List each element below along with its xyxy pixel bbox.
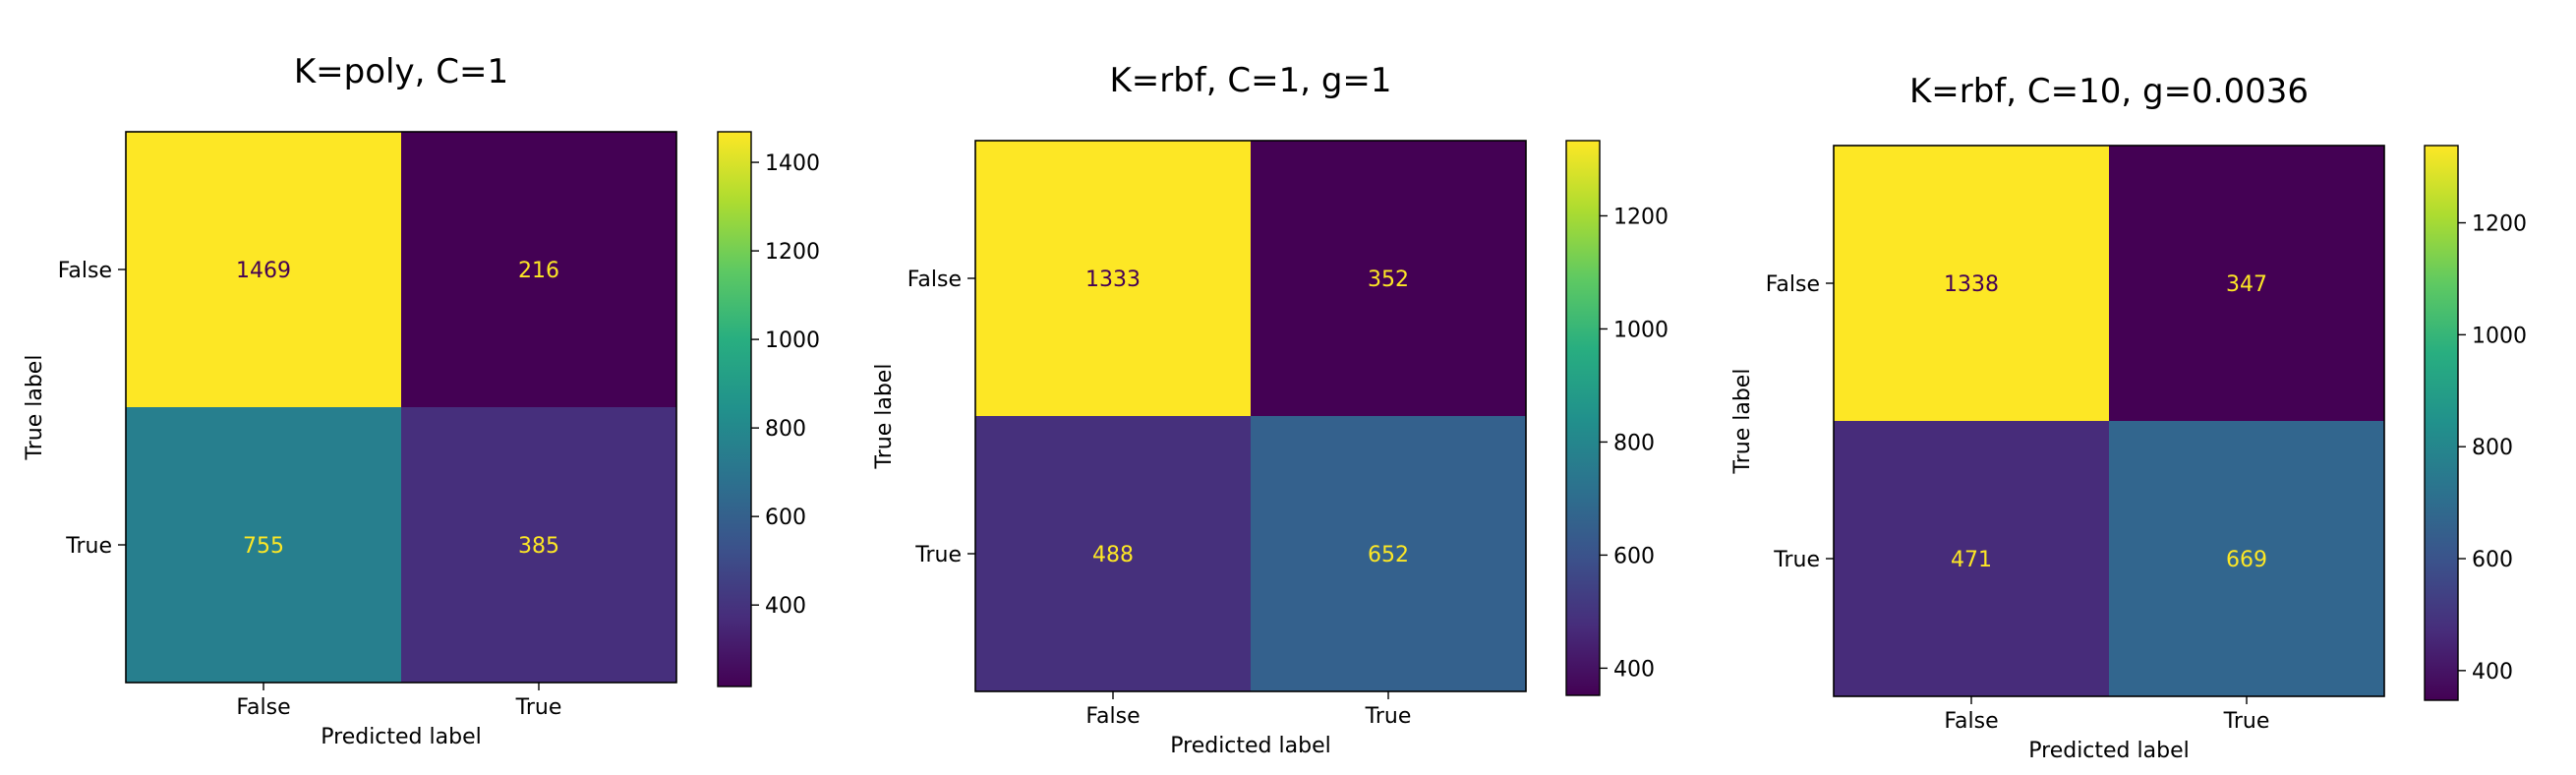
- colorbar-tick-label: 1000: [1613, 318, 1669, 342]
- x-tick-label: False: [1085, 704, 1140, 729]
- heatmap-cell: [401, 132, 676, 407]
- colorbar-tick-label: 1200: [765, 240, 820, 265]
- heatmap-cell: [2109, 146, 2384, 421]
- heatmap-cell: [1251, 141, 1526, 416]
- colorbar: 400 600 800 1000 1200 1400: [717, 131, 820, 687]
- x-axis-label: Predicted label: [321, 725, 481, 749]
- y-axis-label: True label: [1730, 369, 1755, 475]
- colorbar-tick-label: 600: [765, 506, 806, 530]
- y-axis-label: True label: [23, 355, 47, 461]
- colorbar-tick-label: 600: [2472, 548, 2513, 572]
- colorbar-tick-label: 400: [2472, 660, 2513, 685]
- axes-frame: [1833, 145, 2385, 697]
- cell-value-label: 755: [243, 534, 284, 559]
- x-axis-label: Predicted label: [1170, 734, 1330, 758]
- colorbar-gradient: [1565, 140, 1601, 696]
- colorbar-tick-label: 400: [1613, 657, 1655, 682]
- cell-value-label: 471: [1951, 548, 1992, 572]
- heatmap-cell: [1834, 421, 2109, 696]
- colorbar-tick-label: 800: [1613, 431, 1655, 455]
- heatmap-cell: [1834, 146, 2109, 421]
- cell-value-label: 1469: [236, 259, 291, 283]
- chart-title: K=rbf, C=1, g=1: [1109, 61, 1391, 100]
- colorbar-tick-label: 1200: [1613, 205, 1669, 229]
- colorbar: 400 600 800 1000 1200: [1565, 140, 1669, 696]
- colorbar-tick-label: 600: [1613, 544, 1655, 568]
- confusion-matrix-panel-1: K=poly, C=1 1469 216 755 385 False True False Tr…: [23, 52, 820, 749]
- cell-value-label: 652: [1368, 543, 1409, 567]
- y-tick-label: False: [1766, 272, 1820, 297]
- colorbar-gradient: [2424, 145, 2459, 701]
- y-axis-label: True label: [872, 364, 897, 470]
- colorbar-tick-label: 1000: [2472, 324, 2527, 348]
- heatmap-cell: [975, 416, 1251, 691]
- y-tick-label: True: [65, 534, 112, 559]
- colorbar-tick-label: 800: [765, 417, 806, 442]
- confusion-matrix-panel-2: K=rbf, C=1, g=1 1333 352 488 652 False True Fal…: [872, 61, 1669, 758]
- heatmap-cell: [126, 407, 401, 683]
- x-tick-label: True: [2223, 709, 2270, 734]
- colorbar-tick-label: 1200: [2472, 212, 2527, 237]
- y-tick-label: True: [914, 543, 962, 567]
- colorbar-tick-label: 800: [2472, 436, 2513, 460]
- y-tick-label: True: [1773, 548, 1820, 572]
- cell-value-label: 352: [1368, 268, 1409, 292]
- confusion-matrix-panel-3: K=rbf, C=10, g=0.0036 1338 347 471 669 False T…: [1730, 72, 2527, 763]
- y-tick-label: False: [58, 259, 112, 283]
- x-tick-label: False: [1944, 709, 1998, 734]
- colorbar-tick-label: 1400: [765, 151, 820, 176]
- x-tick-label: True: [1365, 704, 1412, 729]
- cell-value-label: 347: [2226, 272, 2267, 297]
- heatmap-cell: [1251, 416, 1526, 691]
- chart-title: K=poly, C=1: [294, 52, 508, 91]
- colorbar-tick-label: 400: [765, 594, 806, 619]
- heatmap-cell: [975, 141, 1251, 416]
- colorbar-gradient: [717, 131, 752, 687]
- colorbar: 400 600 800 1000 1200: [2424, 145, 2527, 701]
- heatmap-cell: [401, 407, 676, 683]
- colorbar-tick-label: 1000: [765, 328, 820, 353]
- heatmap-cell: [126, 132, 401, 407]
- x-axis-label: Predicted label: [2028, 739, 2189, 763]
- chart-title: K=rbf, C=10, g=0.0036: [1909, 72, 2309, 111]
- cell-value-label: 1333: [1085, 268, 1141, 292]
- cell-value-label: 488: [1092, 543, 1134, 567]
- x-tick-label: False: [236, 695, 290, 720]
- cell-value-label: 385: [518, 534, 559, 559]
- cell-value-label: 669: [2226, 548, 2267, 572]
- cell-value-label: 216: [518, 259, 559, 283]
- cell-value-label: 1338: [1944, 272, 1999, 297]
- axes-frame: [974, 140, 1527, 692]
- axes-frame: [125, 131, 677, 684]
- y-tick-label: False: [907, 268, 962, 292]
- x-tick-label: True: [515, 695, 562, 720]
- heatmap-cell: [2109, 421, 2384, 696]
